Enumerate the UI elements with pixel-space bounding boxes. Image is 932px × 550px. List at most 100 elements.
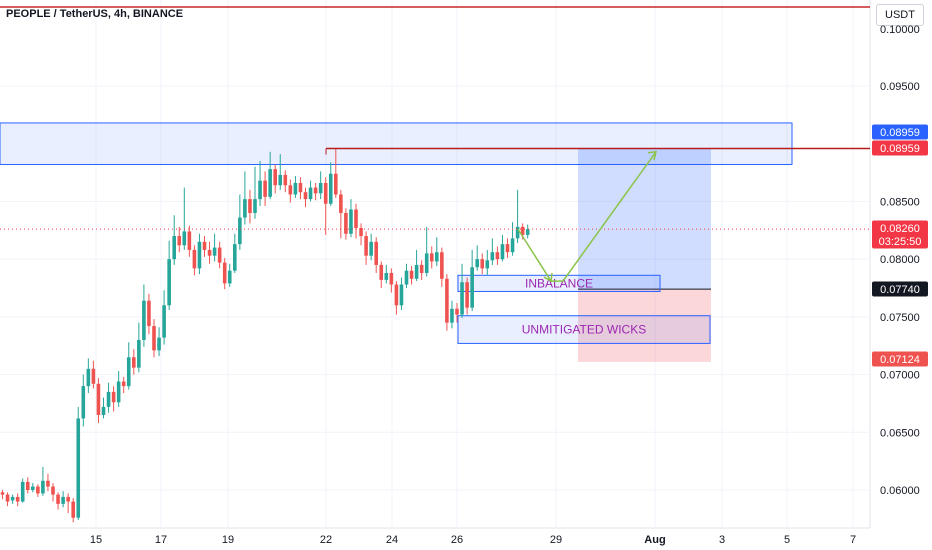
candle-body [10,496,15,501]
candle-body [369,241,373,256]
candle-body [76,418,81,518]
candle-body [243,199,247,218]
candle-body [116,381,121,403]
overlay-layer [0,6,870,283]
resistance-price-tag: 0.08959 [880,143,920,155]
candle-body [162,305,166,338]
candle-body [66,496,70,502]
candle-body [308,187,313,200]
time-tick-label: 15 [90,534,102,546]
price-axis[interactable]: 0.06000 0.06500 0.07000 0.07500 0.08000 0.085… [880,24,920,497]
candle-body [379,264,384,280]
projection-path [517,151,657,282]
candle-body [384,272,389,280]
zone-label: UNMITIGATED WICKS [522,323,646,337]
candle-body [344,212,348,234]
zone-box [457,274,661,292]
symbol-title: PEOPLE / TetherUS, 4h, BINANCE [6,8,183,20]
candle-body [364,236,368,256]
candle-body [525,229,530,235]
candle-body [86,368,91,387]
candle-body [404,270,409,285]
candle-body [409,270,414,279]
candle-body [495,252,500,260]
candle-body [455,308,459,315]
time-tick-label: 26 [451,534,463,546]
time-tick-label: 29 [550,534,562,546]
candle-body [207,249,212,256]
candle-body [374,241,378,265]
candle-body [303,192,308,200]
time-tick-label: Aug [644,534,665,546]
price-tick-label: 0.09500 [880,81,920,93]
countdown-tag: 03:25:50 [879,236,922,248]
candle-body [212,247,217,256]
candle-body [106,391,111,407]
candle-body [429,253,434,262]
candle-body [15,496,20,502]
candle-body [96,383,101,415]
stop-price-tag: 0.07124 [880,354,920,366]
stop-price-tag-bg [872,351,928,367]
candle-body [268,169,272,197]
time-tick-label: 22 [320,534,332,546]
candle-body [126,357,131,387]
last-price-tag-bg [872,220,928,236]
grid-lines [0,0,871,529]
price-tick-label: 0.07500 [880,312,920,324]
zone-box [0,122,793,165]
candle-body [283,174,288,186]
candle-body [273,169,277,186]
time-tick-label: 3 [719,534,725,546]
candle-body [238,217,242,245]
candle-body [111,391,116,403]
zone-label: INBALANCE [525,276,593,290]
candle-body [177,236,182,246]
candle-body [424,253,429,273]
price-tick-label: 0.07000 [880,370,920,382]
candle-body [520,226,525,235]
candle-body [339,194,343,213]
candle-body [394,284,399,306]
candle-body [182,231,187,246]
candle-body [505,244,510,253]
candle-body [298,182,303,193]
candle-body [419,264,424,273]
candle-body [293,182,298,195]
candles-layer [0,148,530,523]
candle-body [152,326,156,351]
candle-body [359,227,363,237]
candle-body [510,238,515,253]
candle-body [142,300,146,340]
time-tick-label: 17 [155,534,167,546]
time-axis[interactable]: 15 17 19 22 24 26 29 Aug 3 5 7 [90,534,856,546]
candle-body [157,337,161,351]
candle-body [450,308,454,323]
candle-body [354,209,358,228]
candle-body [0,492,5,495]
entry-price-tag: 0.07740 [880,284,920,296]
candle-body [475,259,479,268]
candle-body [460,282,464,315]
candle-body [263,180,267,197]
countdown-tag-bg [872,233,928,249]
candle-body [192,249,197,269]
candle-body [248,199,252,213]
zones-layer: INBALANCE UNMITIGATED WICKS [0,122,793,362]
price-tick-label: 0.08500 [880,196,920,208]
candle-body [51,486,55,495]
candle-body [5,494,10,502]
candle-body [440,252,444,279]
candle-body [323,182,328,204]
currency-button[interactable]: USDT [876,4,924,26]
price-tick-label: 0.10000 [880,24,920,36]
price-tick-label: 0.06500 [880,427,920,439]
candle-body [71,501,75,518]
candle-body [288,185,293,195]
candle-body [222,262,227,284]
last-price-tag: 0.08260 [880,223,920,235]
candle-body [61,496,65,504]
candle-body [465,282,469,308]
candle-body [490,252,495,261]
